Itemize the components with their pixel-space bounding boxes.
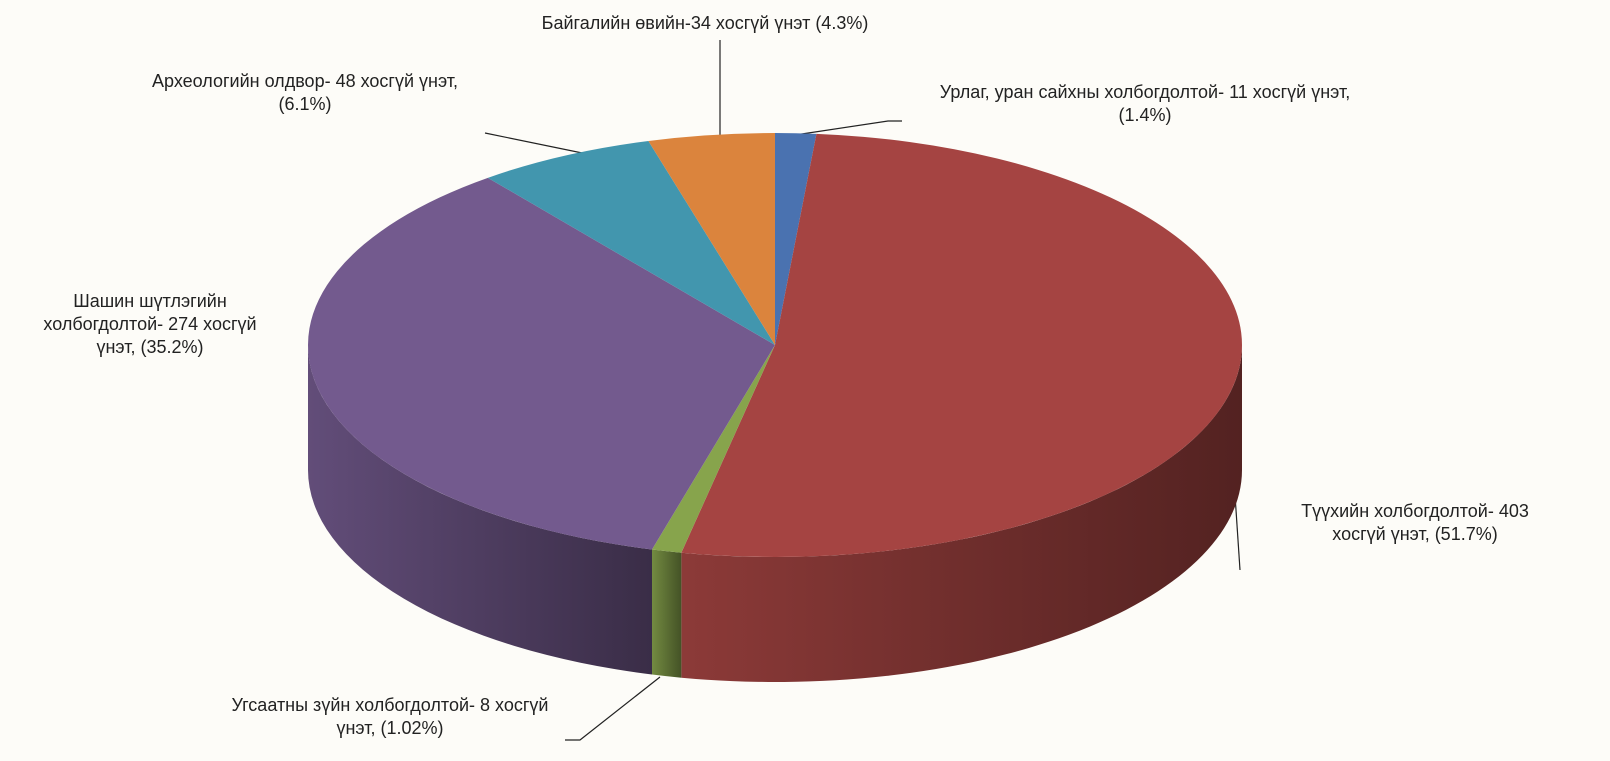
slice-label: Түүхийн холбогдолтой- 403 xyxy=(1301,501,1529,521)
slice xyxy=(648,133,775,345)
leader-line xyxy=(794,120,902,136)
slice-side xyxy=(307,345,653,675)
slice xyxy=(775,133,817,345)
leader-line xyxy=(484,132,593,156)
slice-label: Байгалийн өвийн-34 хосгүй үнэт (4.3%) xyxy=(542,13,869,33)
slice-label: үнэт, (35.2%) xyxy=(96,337,203,357)
slice-label: (1.4%) xyxy=(1118,105,1171,125)
slice-label: үнэт, (1.02%) xyxy=(336,718,443,738)
slice-label: хосгүй үнэт, (51.7%) xyxy=(1332,524,1497,544)
slice xyxy=(681,133,1242,557)
slice-label: Археологийн олдвор- 48 хосгүй үнэт, xyxy=(152,71,458,91)
slice xyxy=(487,140,775,345)
slice xyxy=(308,177,775,550)
slice-side xyxy=(652,549,682,678)
slice-label: Угсаатны зүйн холбогдолтой- 8 хосгүй xyxy=(232,695,549,715)
slice-label: Урлаг, уран сайхны холбогдолтой- 11 хосг… xyxy=(940,82,1350,102)
slice-label: Шашин шүтлэгийн xyxy=(73,291,227,311)
slice-side xyxy=(681,345,1242,683)
slice-label: холбогдолтой- 274 хосгүй xyxy=(43,314,256,334)
slice-label: (6.1%) xyxy=(278,94,331,114)
leader-line xyxy=(565,676,661,741)
slice xyxy=(652,345,775,553)
